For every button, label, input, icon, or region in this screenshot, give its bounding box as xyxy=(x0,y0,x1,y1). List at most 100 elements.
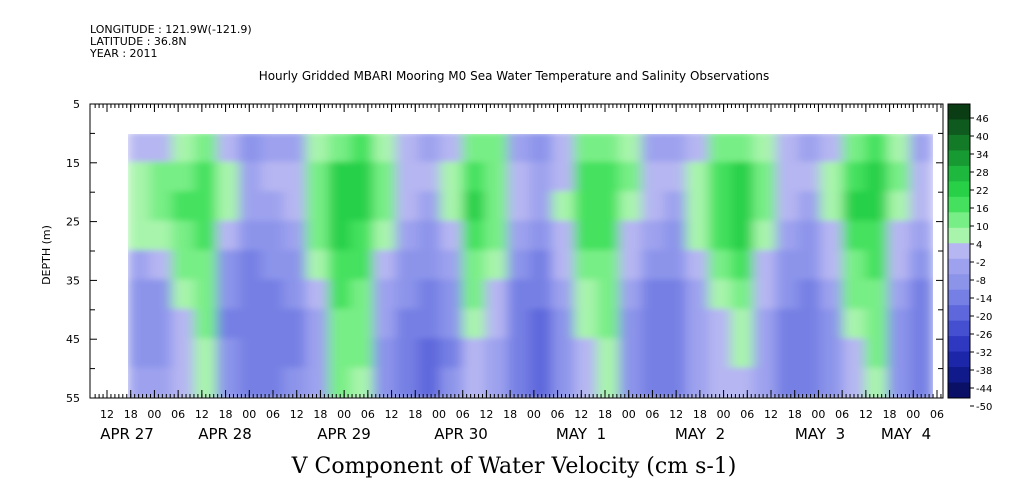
heatmap-cell xyxy=(194,134,219,164)
heatmap-cell xyxy=(686,134,711,164)
heatmap-cell xyxy=(507,279,532,311)
heatmap-cell xyxy=(395,338,420,370)
heatmap-cell xyxy=(574,367,599,398)
heatmap-cell xyxy=(909,250,933,282)
heatmap-cell xyxy=(216,161,241,194)
heatmap-cell xyxy=(417,250,443,282)
heatmap-cell xyxy=(596,220,621,252)
colorbar-swatch xyxy=(948,227,970,244)
heatmap-cell xyxy=(417,338,443,370)
heatmap-cell xyxy=(373,220,398,252)
colorbar-swatch xyxy=(948,119,970,136)
heatmap-cell xyxy=(440,191,465,223)
heatmap-cell xyxy=(484,279,510,311)
colorbar-swatch xyxy=(948,289,970,306)
x-hour-label: 12 xyxy=(669,408,683,421)
heatmap-cell xyxy=(149,191,174,223)
heatmap-cell xyxy=(775,250,800,282)
heatmap-cell xyxy=(529,279,554,311)
heatmap-cell xyxy=(417,367,443,398)
heatmap-cell xyxy=(373,250,398,282)
heatmap-cell xyxy=(261,161,286,194)
colorbar-label: 4 xyxy=(976,240,982,251)
x-hour-label: 06 xyxy=(361,408,375,421)
heatmap-cell xyxy=(574,279,599,311)
colorbar-label: -26 xyxy=(976,330,992,341)
colorbar-frame xyxy=(947,103,971,399)
x-hour-label: 12 xyxy=(479,408,493,421)
y-axis: 5 15 25 35 45 55 xyxy=(66,98,943,405)
colorbar-label: 28 xyxy=(976,168,989,179)
heatmap-cell xyxy=(484,161,510,194)
colorbar-swatch xyxy=(948,134,970,151)
x-hour-label: 06 xyxy=(456,408,470,421)
heatmap-cell xyxy=(529,250,554,282)
heatmap-cell xyxy=(283,134,308,164)
heatmap-cell xyxy=(842,191,867,223)
heatmap-cell xyxy=(484,367,510,398)
heatmap-cell xyxy=(350,134,375,164)
heatmap-cell xyxy=(128,161,152,194)
heatmap-cell xyxy=(797,191,823,223)
heatmap-cell xyxy=(462,134,487,164)
heatmap-cell xyxy=(128,134,152,164)
heatmap-cell xyxy=(820,191,845,223)
heatmap-cell xyxy=(128,250,152,282)
colorbar-swatch xyxy=(948,367,970,384)
x-day-label: MAY 3 xyxy=(795,425,845,443)
heatmap-cell xyxy=(149,338,174,370)
colorbar-swatch xyxy=(948,274,970,291)
heatmap-cell xyxy=(842,134,867,164)
heatmap-cell xyxy=(708,134,733,164)
heatmap-cell xyxy=(842,161,867,194)
heatmap-cell xyxy=(440,134,465,164)
heatmap-cell xyxy=(663,191,689,223)
heatmap-cell xyxy=(775,308,800,341)
heatmap-cell xyxy=(641,220,666,252)
heatmap-cell xyxy=(440,308,465,341)
x-hour-label: 18 xyxy=(124,408,138,421)
x-hour-label: 12 xyxy=(290,408,304,421)
heatmap-cell xyxy=(775,279,800,311)
colorbar-swatch xyxy=(948,212,970,229)
heatmap-cell xyxy=(730,220,756,252)
heatmap-cell xyxy=(887,279,912,311)
heatmap-cell xyxy=(887,191,912,223)
heatmap-cell xyxy=(842,279,867,311)
heatmap-cell xyxy=(417,220,443,252)
heatmap-cell xyxy=(529,134,554,164)
heatmap-cell xyxy=(887,220,912,252)
heatmap-cell xyxy=(149,134,174,164)
heatmap-cell xyxy=(887,308,912,341)
heatmap-cell xyxy=(775,338,800,370)
heatmap-cell xyxy=(708,367,733,398)
heatmap-cell xyxy=(797,220,823,252)
heatmap-cell xyxy=(775,220,800,252)
heatmap-cell xyxy=(529,161,554,194)
heatmap-cell xyxy=(618,279,644,311)
heatmap-cell xyxy=(328,308,353,341)
heatmap-cell xyxy=(797,250,823,282)
x-hour-label: 00 xyxy=(147,408,161,421)
colorbar-swatch xyxy=(948,196,970,213)
colorbar-label: 16 xyxy=(976,204,989,215)
colorbar-swatch xyxy=(948,351,970,368)
heatmap-cell xyxy=(261,279,286,311)
heatmap-cell xyxy=(596,250,621,282)
y-tick-label: 15 xyxy=(66,157,80,170)
heatmap-cell xyxy=(820,220,845,252)
heatmap-cell xyxy=(373,134,398,164)
x-hour-label: 06 xyxy=(171,408,185,421)
heatmap-cell xyxy=(395,250,420,282)
heatmap-cell xyxy=(261,191,286,223)
x-hour-label: 00 xyxy=(337,408,351,421)
heatmap-cell xyxy=(305,191,331,223)
heatmap-cell xyxy=(730,161,756,194)
heatmap-cell xyxy=(238,220,264,252)
colorbar-label: 22 xyxy=(976,186,989,197)
heatmap-cell xyxy=(462,161,487,194)
heatmap-cell xyxy=(775,191,800,223)
heatmap-cell xyxy=(730,134,756,164)
heatmap-cell xyxy=(305,250,331,282)
x-hour-label: 06 xyxy=(930,408,944,421)
